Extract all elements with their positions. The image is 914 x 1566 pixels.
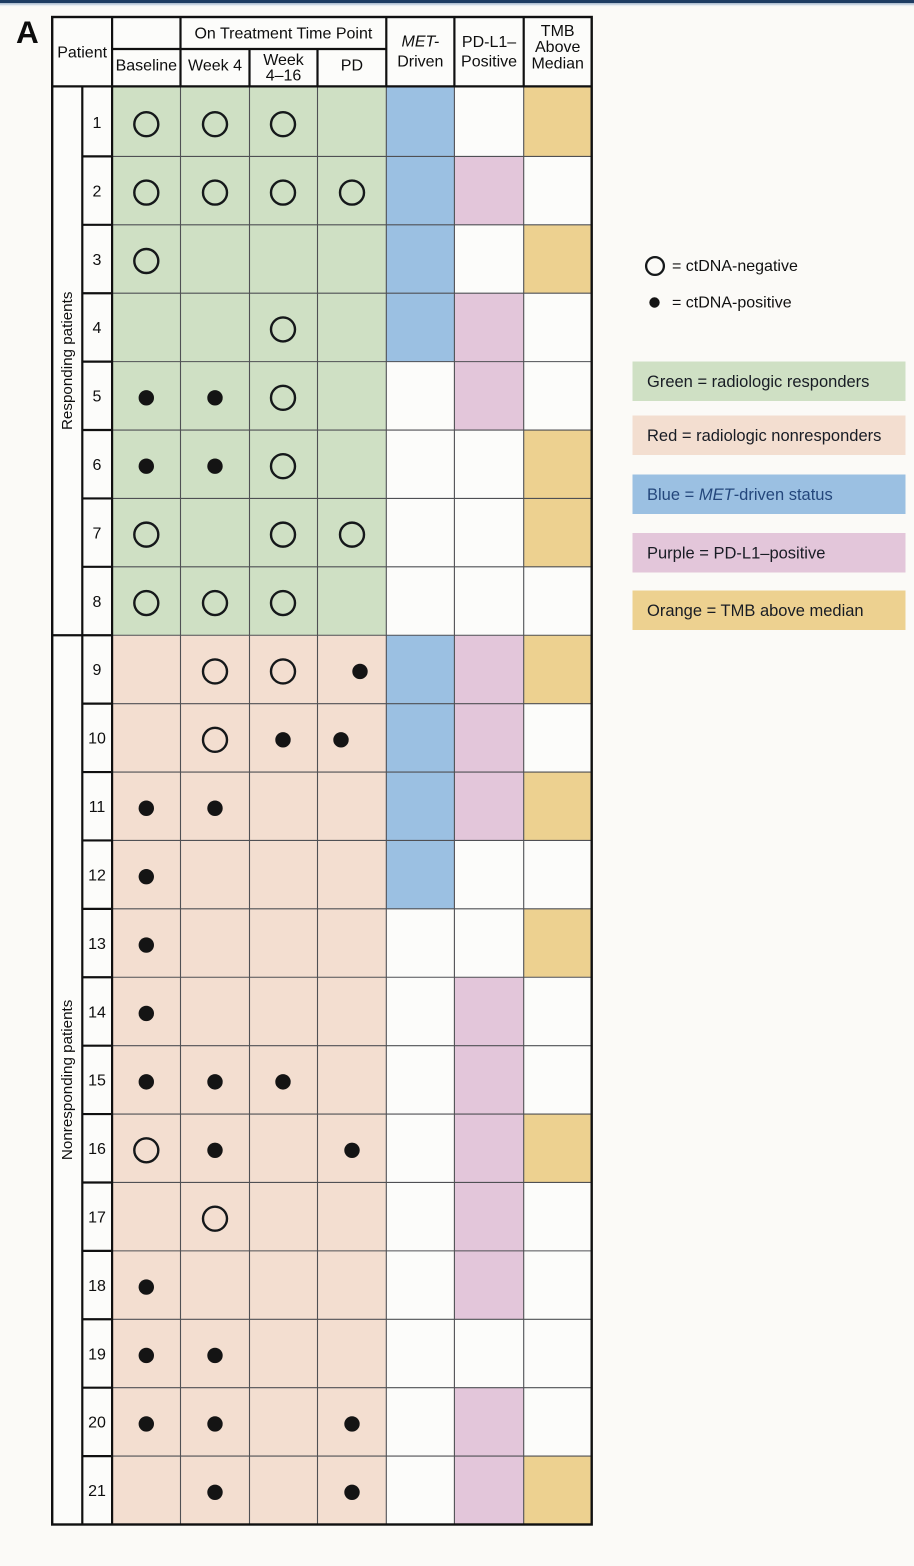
svg-text:20: 20 <box>88 1415 106 1432</box>
svg-text:7: 7 <box>93 525 102 542</box>
svg-text:A: A <box>16 14 39 50</box>
svg-text:17: 17 <box>88 1209 106 1226</box>
svg-text:21: 21 <box>88 1483 106 1500</box>
svg-text:Driven: Driven <box>397 54 443 71</box>
svg-text:Median: Median <box>531 56 583 73</box>
svg-text:= ctDNA-positive: = ctDNA-positive <box>672 295 792 312</box>
svg-text:Purple = PD-L1–positive: Purple = PD-L1–positive <box>647 545 825 563</box>
svg-text:Week: Week <box>263 52 305 69</box>
svg-text:= ctDNA-negative: = ctDNA-negative <box>672 258 798 275</box>
svg-text:14: 14 <box>88 1004 106 1021</box>
svg-text:6: 6 <box>93 457 102 474</box>
svg-text:11: 11 <box>89 799 106 816</box>
svg-text:PD-L1–: PD-L1– <box>462 34 516 51</box>
svg-text:Orange = TMB above median: Orange = TMB above median <box>647 602 864 620</box>
svg-text:18: 18 <box>88 1278 106 1295</box>
svg-text:3: 3 <box>93 252 102 269</box>
svg-text:Baseline: Baseline <box>116 58 177 75</box>
svg-text:On Treatment Time Point: On Treatment Time Point <box>194 26 372 43</box>
svg-text:Positive: Positive <box>461 54 517 71</box>
svg-text:Green = radiologic responders: Green = radiologic responders <box>647 373 869 391</box>
svg-text:2: 2 <box>93 183 102 200</box>
svg-text:MET-: MET- <box>402 34 440 51</box>
svg-text:19: 19 <box>88 1346 106 1363</box>
svg-text:TMB: TMB <box>541 23 575 40</box>
svg-text:1: 1 <box>93 115 102 132</box>
svg-text:8: 8 <box>93 594 102 611</box>
svg-text:Above: Above <box>535 39 580 56</box>
svg-text:12: 12 <box>88 867 106 884</box>
svg-text:13: 13 <box>88 936 106 953</box>
svg-text:Week 4: Week 4 <box>188 58 242 75</box>
svg-text:15: 15 <box>88 1073 106 1090</box>
svg-text:Red = radiologic nonresponders: Red = radiologic nonresponders <box>647 427 881 445</box>
svg-text:9: 9 <box>93 662 102 679</box>
svg-text:Patient: Patient <box>57 45 107 62</box>
svg-text:Responding patients: Responding patients <box>59 291 76 430</box>
svg-text:Blue = MET-driven status: Blue = MET-driven status <box>647 486 833 504</box>
svg-text:Nonresponding patients: Nonresponding patients <box>59 999 76 1160</box>
svg-text:4–16: 4–16 <box>266 68 302 85</box>
svg-text:10: 10 <box>88 731 106 748</box>
svg-text:5: 5 <box>93 389 102 406</box>
svg-text:4: 4 <box>93 320 102 337</box>
svg-text:16: 16 <box>88 1141 106 1158</box>
svg-text:PD: PD <box>341 58 363 75</box>
